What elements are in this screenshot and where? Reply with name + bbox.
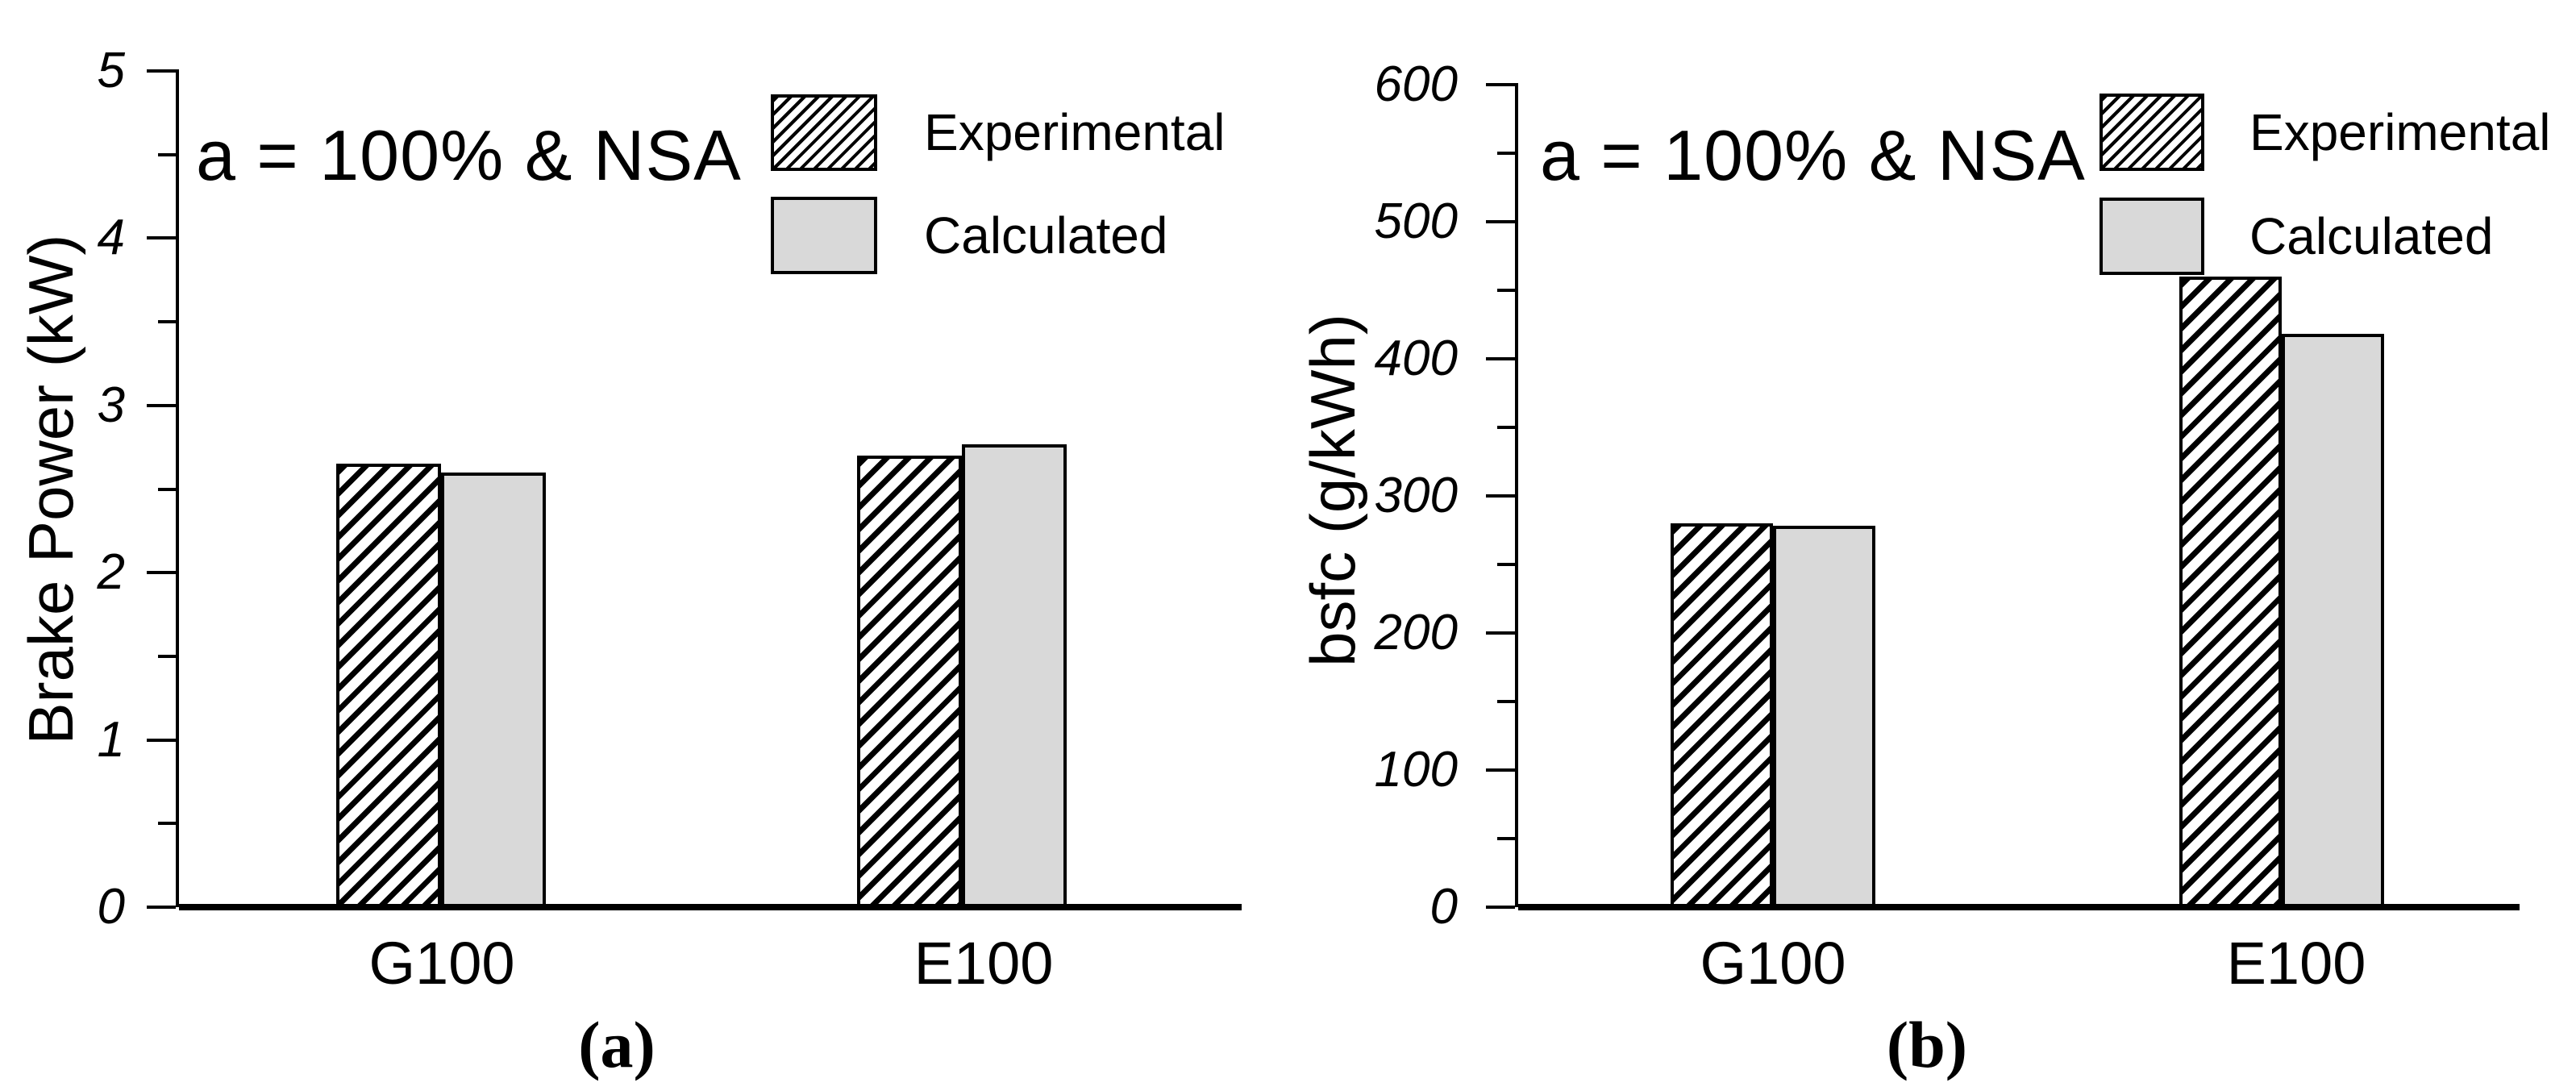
- panel-b-y-minor-tick: [1497, 563, 1515, 566]
- panel-b-y-minor-tick: [1497, 700, 1515, 703]
- panel-b-y-major-tick: [1486, 768, 1515, 772]
- panel-b-annotation: a = 100% & NSA: [1540, 115, 2086, 195]
- panel-b-y-major-tick: [1486, 494, 1515, 498]
- panel-b-legend-swatch-calculated: [2100, 198, 2204, 275]
- panel-a-caption: (a): [578, 1008, 655, 1081]
- panel-a-category-label-e100: E100: [913, 930, 1054, 997]
- panel-a-y-axis-title: Brake Power (kW): [15, 234, 86, 745]
- panel-a-y-tick-label: 3: [97, 377, 125, 433]
- panel-b-bar-e100-calculated: [2282, 334, 2384, 907]
- panel-a-y-tick-label: 4: [97, 210, 125, 266]
- panel-a-y-major-tick: [147, 69, 176, 73]
- panel-a-bar-e100-experimental: [857, 456, 962, 907]
- panel-a-bar-g100-experimental: [336, 464, 441, 907]
- panel-b-y-major-tick: [1486, 631, 1515, 635]
- panel-b-y-minor-tick: [1497, 426, 1515, 429]
- panel-b-y-tick-label: 200: [1374, 605, 1458, 660]
- panel-b-caption: (b): [1886, 1008, 1968, 1081]
- panel-a-y-minor-tick: [158, 822, 176, 826]
- panel-a-y-minor-tick: [158, 320, 176, 324]
- panel-b-bar-g100-experimental: [1671, 523, 1773, 907]
- panel-b-x-axis-line: [1518, 904, 2520, 910]
- panel-b-y-tick-label: 0: [1429, 879, 1458, 935]
- panel-b-y-minor-tick: [1497, 152, 1515, 155]
- panel-a-y-minor-tick: [158, 487, 176, 491]
- panel-a-y-tick-label: 5: [97, 43, 125, 98]
- panel-a-y-tick-label: 1: [97, 711, 125, 768]
- panel-a-y-tick-label: 2: [97, 544, 125, 601]
- panel-b-bar-e100-experimental: [2179, 277, 2282, 907]
- panel-a-y-major-tick: [147, 906, 176, 909]
- panel-b-y-axis-line: [1515, 83, 1518, 907]
- panel-b-y-tick-label: 300: [1374, 468, 1458, 523]
- panel-b-y-tick-label: 600: [1374, 56, 1458, 112]
- panel-b-y-major-tick: [1486, 220, 1515, 223]
- panel-a-legend-swatch-calculated: [771, 197, 877, 274]
- panel-b-y-tick-label: 100: [1374, 742, 1458, 797]
- panel-a-y-major-tick: [147, 236, 176, 240]
- panel-a-y-axis-line: [176, 69, 179, 907]
- panel-b-y-tick-label: 500: [1374, 194, 1458, 249]
- panel-b-y-tick-label: 400: [1374, 331, 1458, 386]
- panel-a-y-major-tick: [147, 571, 176, 575]
- panel-a-y-major-tick: [147, 738, 176, 742]
- panel-a-legend-label-calculated: Calculated: [924, 206, 1168, 264]
- panel-b-legend-label-experimental: Experimental: [2249, 103, 2551, 161]
- panel-a-bar-g100-calculated: [441, 473, 546, 907]
- panel-a-bar-e100-calculated: [962, 444, 1067, 907]
- panel-a-legend-swatch-experimental: [771, 94, 877, 171]
- panel-a-y-minor-tick: [158, 152, 176, 156]
- panel-b-legend-swatch-experimental: [2100, 94, 2204, 171]
- panel-a-x-axis-line: [179, 904, 1242, 910]
- panel-b-category-label-e100: E100: [2226, 930, 2366, 997]
- panel-b-y-major-tick: [1486, 83, 1515, 86]
- panel-a-y-major-tick: [147, 403, 176, 407]
- panel-b-bar-g100-calculated: [1773, 526, 1875, 907]
- panel-b-legend-label-calculated: Calculated: [2249, 207, 2494, 265]
- panel-a-annotation: a = 100% & NSA: [196, 115, 742, 195]
- panel-b-y-major-tick: [1486, 357, 1515, 360]
- panel-a-category-label-g100: G100: [368, 930, 515, 997]
- panel-a-y-minor-tick: [158, 654, 176, 658]
- panel-b-y-minor-tick: [1497, 289, 1515, 292]
- panel-b-y-major-tick: [1486, 906, 1515, 909]
- panel-b-y-minor-tick: [1497, 837, 1515, 840]
- panel-b-category-label-g100: G100: [1700, 930, 1846, 997]
- panel-a-legend-label-experimental: Experimental: [924, 103, 1226, 161]
- panel-a-y-tick-label: 0: [97, 879, 125, 935]
